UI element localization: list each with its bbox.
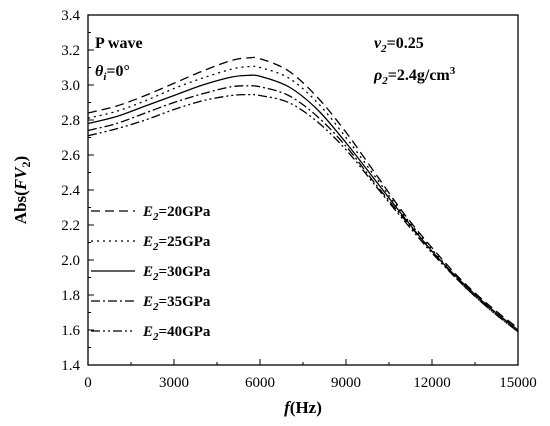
series-line-1 <box>87 56 519 329</box>
series-line-4 <box>87 85 519 333</box>
legend-label-3: E2=30GPa <box>142 264 211 283</box>
series-layer <box>87 56 519 333</box>
y-tick-label: 2.0 <box>61 253 80 269</box>
legend-symbol: E <box>142 234 153 250</box>
nu-sub: 2 <box>380 43 387 55</box>
annotation-incidence-angle: θi=0° <box>95 63 130 83</box>
x-tick-label: 15000 <box>499 375 537 391</box>
series-line-2 <box>87 65 519 331</box>
legend-sub: 2 <box>152 241 159 253</box>
theta-value: =0° <box>106 63 130 80</box>
legend-symbol: E <box>142 264 153 280</box>
y-tick-label: 3.0 <box>61 78 80 94</box>
legend-sub: 2 <box>152 331 159 343</box>
legend-label-1: E2=20GPa <box>142 204 211 223</box>
rho-symbol: ρ <box>373 67 382 84</box>
legend-sub: 2 <box>152 271 159 283</box>
x-axis-title: f(Hz) <box>284 398 322 417</box>
plot-frame <box>87 14 519 366</box>
legend-value: =20GPa <box>159 204 211 220</box>
nu-value: =0.25 <box>387 35 424 52</box>
y-axis-title-italic: FV <box>11 166 30 191</box>
y-tick-label: 1.8 <box>61 288 80 304</box>
x-tick-label: 3000 <box>159 375 189 391</box>
theta-symbol: θ <box>95 63 104 80</box>
x-axis-title-unit: (Hz) <box>290 398 322 417</box>
theta-sub: i <box>103 71 107 83</box>
x-axis-title-italic: f <box>284 398 292 417</box>
annotation-wave: P wave <box>95 35 143 52</box>
legend-label-4: E2=35GPa <box>142 294 211 313</box>
y-tick-label: 1.6 <box>61 323 80 339</box>
legend-sub: 2 <box>152 211 159 223</box>
y-axis-title-sub: 2 <box>19 161 33 167</box>
legend-symbol: E <box>142 204 153 220</box>
legend-symbol: E <box>142 294 153 310</box>
rho-sup: 3 <box>450 65 456 77</box>
legend-label-5: E2=40GPa <box>142 324 211 343</box>
y-tick-label: 1.4 <box>61 358 80 374</box>
y-tick-label: 3.2 <box>61 43 80 59</box>
y-axis-title: Abs(FV2) <box>11 156 33 224</box>
legend-value: =40GPa <box>159 324 211 340</box>
y-tick-label: 2.8 <box>61 113 80 129</box>
legend-sub: 2 <box>152 301 159 313</box>
x-tick-label: 9000 <box>331 375 361 391</box>
legend-label-2: E2=25GPa <box>142 234 211 253</box>
y-axis-title-prefix: Abs( <box>11 190 30 224</box>
y-tick-label: 2.4 <box>61 183 80 199</box>
y-tick-label: 2.2 <box>61 218 80 234</box>
x-tick-label: 0 <box>84 375 92 391</box>
annotation-poisson: ν2=0.25 <box>374 35 424 55</box>
y-tick-label: 2.6 <box>61 148 80 164</box>
nu-symbol: ν <box>374 35 382 52</box>
rho-sub: 2 <box>381 75 388 87</box>
annotation-density: ρ2=2.4g/cm3 <box>373 65 456 87</box>
legend-symbol: E <box>142 324 153 340</box>
series-line-3 <box>87 74 519 331</box>
x-tick-label: 6000 <box>245 375 275 391</box>
legend-value: =30GPa <box>159 264 211 280</box>
legend-value: =25GPa <box>159 234 211 250</box>
x-tick-label: 12000 <box>413 375 451 391</box>
legend-value: =35GPa <box>159 294 211 310</box>
rho-value: =2.4g/cm <box>388 67 451 84</box>
y-tick-label: 3.4 <box>61 8 80 24</box>
y-axis-title-suffix: ) <box>11 156 30 162</box>
ticks-layer: 0 3000 6000 9000 12000 15000 1.4 1.6 1.8 2.0 2.2 2.… <box>61 8 537 391</box>
